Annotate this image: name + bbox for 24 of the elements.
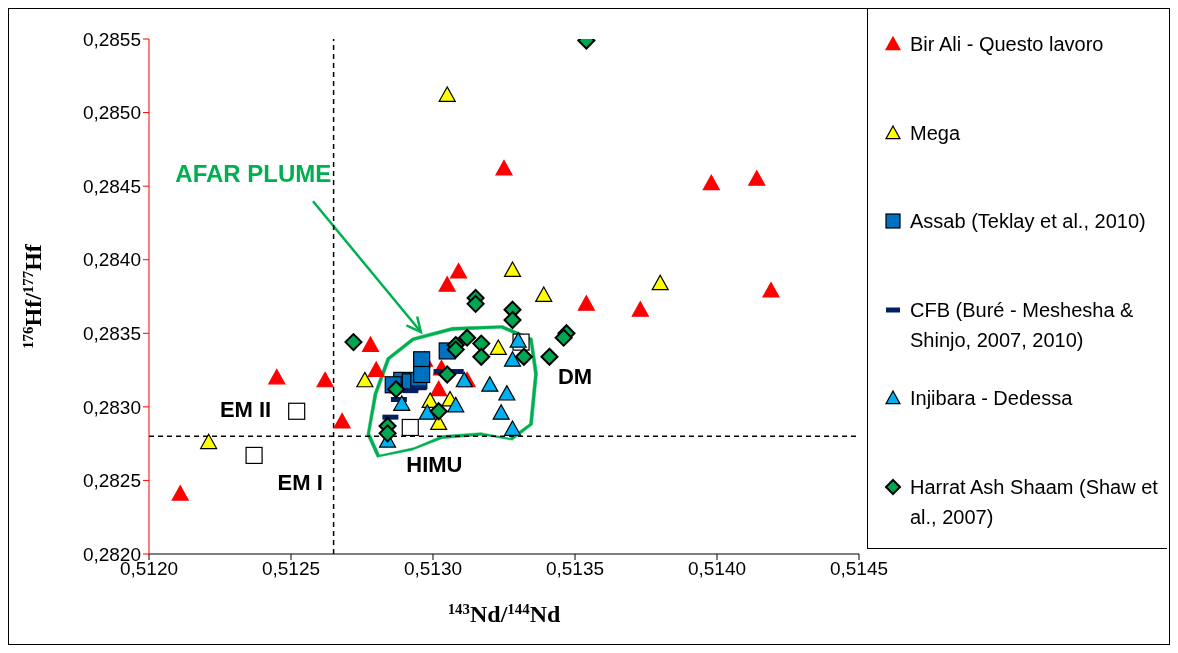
legend-label: Bir Ali - Questo lavoro <box>910 32 1104 57</box>
x-tick-label: 0,5145 <box>829 558 889 580</box>
annotation: HIMU <box>406 452 463 478</box>
y-tick-label: 0,2830 <box>82 396 141 418</box>
legend-label: CFB (Buré - Meshesha & Shinjo, 2007, 2010) <box>910 297 1135 353</box>
legend-label: Injibara - Dedessa <box>910 386 1073 412</box>
y-tick-label: 0,2835 <box>82 323 141 345</box>
x-tick-label: 0,5130 <box>403 558 463 580</box>
y-tick-label: 0,2840 <box>82 249 141 271</box>
y-tick-label: 0,2850 <box>82 102 141 124</box>
y-tick-label: 0,2825 <box>82 470 141 492</box>
x-tick-label: 0,5135 <box>545 558 605 580</box>
annotation: DM <box>557 363 593 389</box>
y-tick-label: 0,2855 <box>82 28 141 50</box>
legend-label: Harrat Ash Shaam (Shaw et al., 2007) <box>910 474 1159 530</box>
legend-label: Mega <box>910 120 961 146</box>
annotation: EM II <box>219 396 272 422</box>
legend-label: Assab (Teklay et al., 2010) <box>910 209 1146 235</box>
annotation: AFAR PLUME <box>175 160 332 188</box>
x-tick-label: 0,5125 <box>261 558 321 580</box>
x-axis-title: $^{143}$Nd/$^{144}$Nd <box>447 601 561 627</box>
annotation: EM I <box>277 469 323 495</box>
y-tick-label: 0,2845 <box>82 175 141 197</box>
x-tick-label: 0,5140 <box>687 558 747 580</box>
